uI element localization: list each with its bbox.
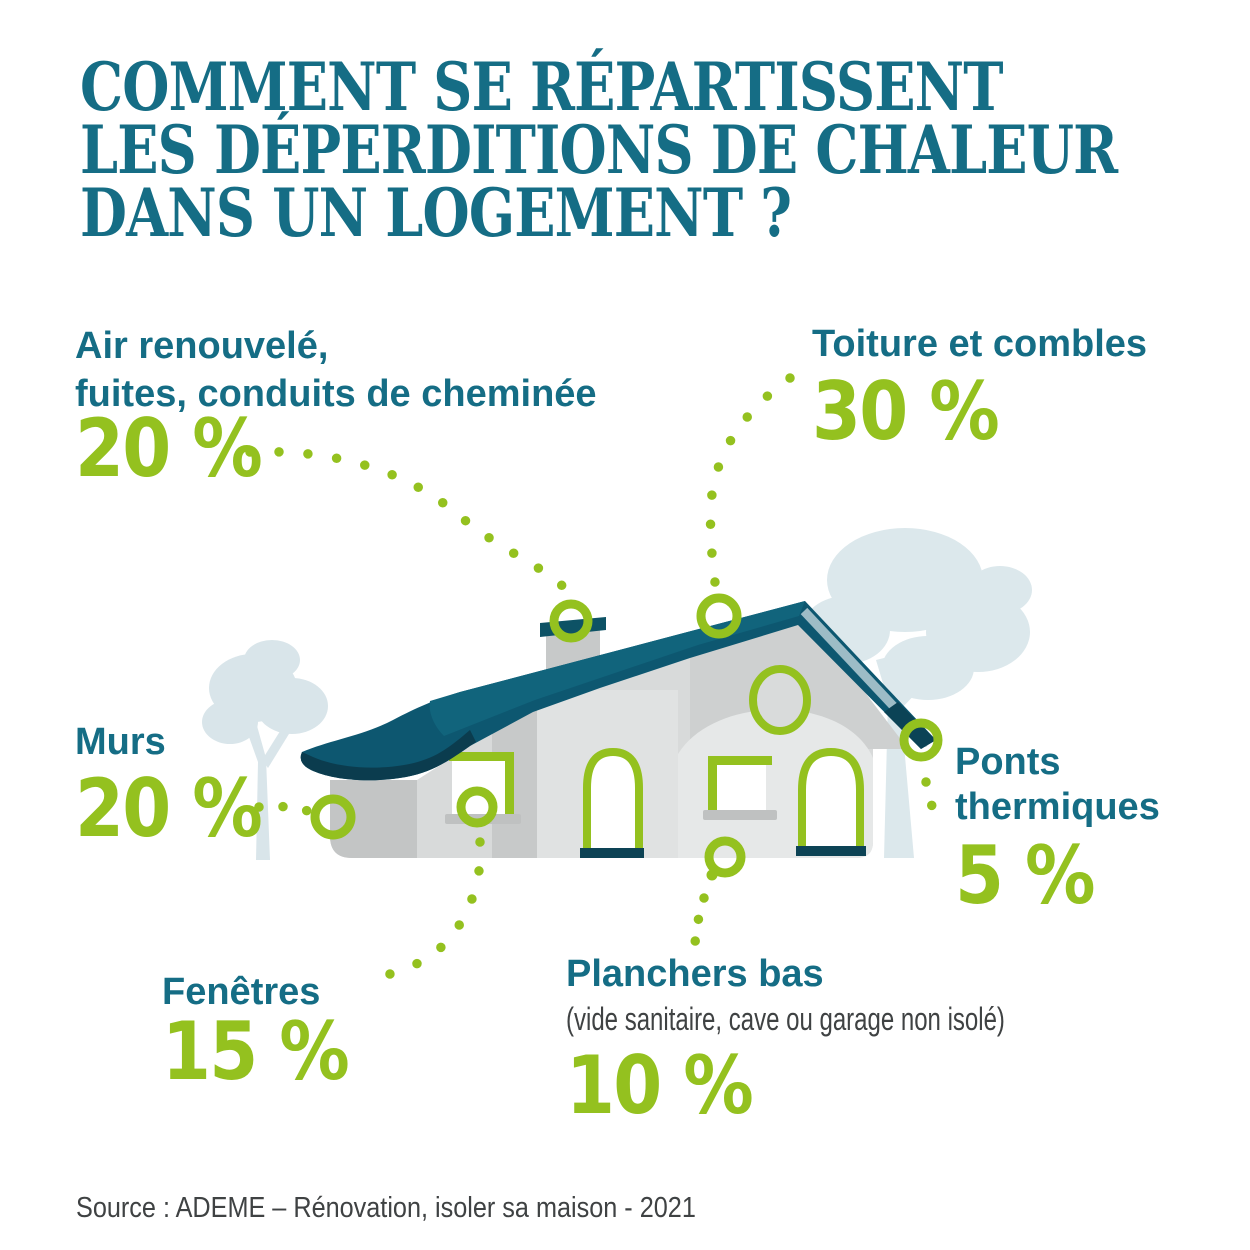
marker-ring-thermal-bridge — [899, 718, 943, 762]
callout-planchers-label: Planchers bas — [566, 953, 824, 995]
house — [300, 601, 936, 858]
callout-murs-value: 20 % — [75, 762, 263, 855]
callout-murs-label: Murs — [75, 721, 166, 763]
left-wing-wall — [330, 780, 417, 858]
callout-planchers-bas: Planchers bas (vide sanitaire, cave ou g… — [566, 950, 1151, 1126]
trail-window — [361, 837, 486, 985]
callout-toiture-value: 30 % — [812, 365, 1000, 458]
tree-left-silhouette — [202, 640, 328, 860]
trail-thermal-bridge — [921, 777, 937, 812]
callout-fenetres: Fenêtres 15 % — [162, 968, 373, 1092]
marker-ring-wall — [310, 794, 356, 840]
marker-tail-floor — [706, 869, 718, 881]
door-center — [580, 747, 644, 858]
gable-oval-window — [749, 665, 811, 735]
source-note: Source : ADEME – Rénovation, isoler sa m… — [76, 1192, 788, 1224]
callout-planchers-note: (vide sanitaire, cave ou garage non isol… — [566, 1001, 1005, 1037]
dotted-trails — [245, 373, 937, 985]
callout-ponts-value: 5 % — [955, 829, 1096, 922]
callout-ponts-thermiques: Ponts thermiques 5 % — [955, 740, 1160, 916]
trail-air — [245, 446, 571, 595]
page-title-line1: COMMENT SE RÉPARTISSENT — [80, 48, 1004, 126]
callout-fenetres-value: 15 % — [162, 1005, 350, 1098]
callout-air: Air renouvelé, fuites, conduits de chemi… — [75, 322, 597, 489]
marker-ring-chimney — [549, 599, 593, 643]
callout-planchers-value: 10 % — [566, 1039, 754, 1132]
page-title-line2: LES DÉPERDITIONS DE CHALEUR — [80, 111, 1118, 189]
background-trees — [202, 528, 1032, 860]
callout-ponts-label-line1: Ponts — [955, 741, 1061, 783]
callout-air-label-line1: Air renouvelé, — [75, 325, 329, 367]
callout-toiture-label: Toiture et combles — [812, 323, 1148, 365]
callout-murs: Murs 20 % — [75, 718, 286, 849]
trail-wall — [254, 801, 313, 816]
callout-toiture: Toiture et combles 30 % — [812, 320, 1147, 452]
trail-floor — [690, 893, 709, 949]
marker-ring-floor — [704, 836, 746, 878]
trail-roof — [705, 373, 795, 597]
marker-rings — [310, 593, 943, 881]
callout-ponts-label-line2: thermiques — [955, 786, 1160, 828]
callout-air-value: 20 % — [75, 402, 263, 495]
window-right — [703, 756, 777, 820]
page-title-line3: DANS UN LOGEMENT ? — [80, 174, 792, 252]
french-window-right — [796, 747, 866, 856]
callout-air-label-line2: fuites, conduits de cheminée — [75, 373, 597, 415]
page-title: COMMENT SE RÉPARTISSENT LES DÉPERDITIONS… — [80, 48, 1250, 252]
callout-fenetres-label: Fenêtres — [162, 971, 321, 1013]
source-note-text: Source : ADEME – Rénovation, isoler sa m… — [76, 1192, 696, 1224]
marker-ring-window — [456, 786, 498, 828]
marker-ring-roof — [696, 593, 742, 639]
